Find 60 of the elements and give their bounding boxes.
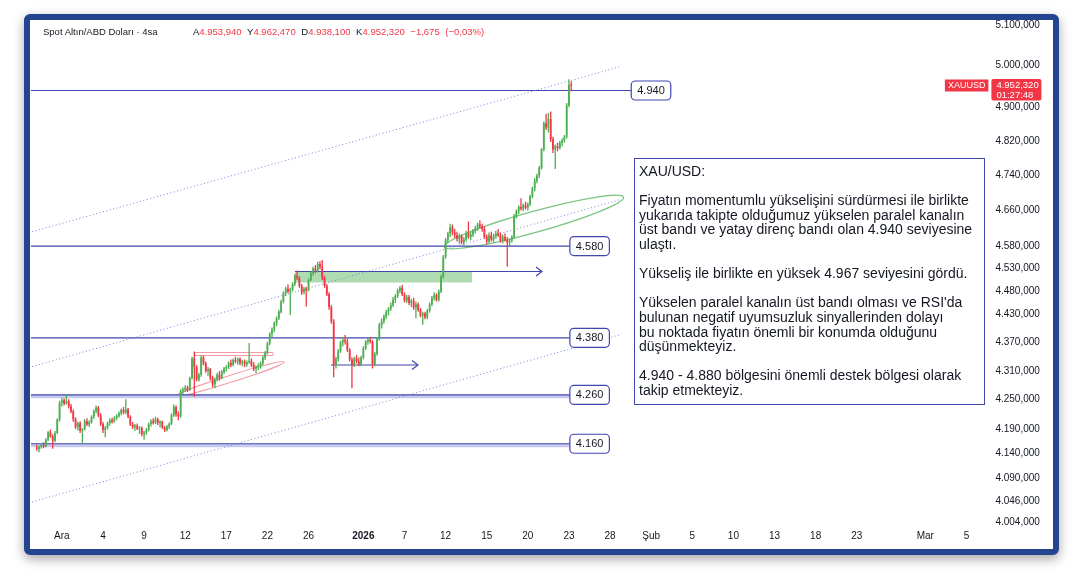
x-tick-label: 4 xyxy=(100,530,107,542)
candlestick xyxy=(207,367,209,376)
y-tick-label: 4.090,000 xyxy=(995,472,1041,484)
y-tick-label: 4.310,000 xyxy=(995,364,1041,376)
annotation: Yükselen paralel kanalın üst bandı olması ve RSI'da bulunan negatif uyumsuzluk sinyallerinden dolayı bu noktada fiyatın önemli bir konumda olduğunu düşünmekteyiz. xyxy=(639,294,963,355)
chart-subtitle: A4.953,940 Y4.962,470 D4.938,100 K4.952,320 −1,675 (−0,03%) xyxy=(193,26,485,37)
x-tick-label: 5 xyxy=(963,530,970,542)
x-tick-label: 9 xyxy=(141,530,148,542)
y-tick-label: 4.480,000 xyxy=(995,285,1041,297)
x-tick-label: 20 xyxy=(522,530,534,542)
y-tick-label: 4.370,000 xyxy=(995,336,1041,348)
ref-line-label: 4.940 xyxy=(637,84,665,97)
chart-title: Spot Altın/ABD Doları · 4sa xyxy=(43,26,158,37)
x-tick-label: Ara xyxy=(54,530,71,542)
x-tick-label: 12 xyxy=(179,530,192,542)
y-tick-label: 4.820,000 xyxy=(995,134,1041,146)
x-tick-label: 22 xyxy=(261,530,274,542)
annotation: XAUUSD xyxy=(947,80,986,91)
candlestick xyxy=(118,411,120,418)
x-tick-label: 26 xyxy=(302,530,315,542)
x-tick-label: 7 xyxy=(401,530,408,542)
text: 01:27:48 xyxy=(996,88,1034,100)
y-tick-label: 4.530,000 xyxy=(995,262,1041,274)
y-tick-label: 4.190,000 xyxy=(995,422,1041,434)
ref-line-label: 4.380 xyxy=(575,331,604,344)
x-tick-label: 10 xyxy=(727,530,740,542)
annotation: 4.940 - 4.880 bölgesini önemli destek bölgesi olarak takip etmekteyiz. xyxy=(639,367,962,398)
annotation: Fiyatın momentumlu yükselişini sürdürmesi ile birlikte yukarıda takipte olduğumuz yükselen paralel kanalın üst bandı ve yatay direnç bandı olan 4.940 seviyesine ulaştı. xyxy=(639,192,973,252)
x-tick-label: 5 xyxy=(689,530,696,542)
x-tick-label: 18 xyxy=(810,530,822,542)
y-tick-label: 4.430,000 xyxy=(995,308,1041,320)
y-tick-label: 5.100,000 xyxy=(995,18,1041,30)
x-tick-label: Mar xyxy=(916,530,935,542)
y-tick-label: 4.580,000 xyxy=(995,239,1041,251)
y-tick-label: 4.046,000 xyxy=(995,494,1041,506)
y-tick-label: 4.004,000 xyxy=(995,516,1041,528)
x-tick-label: 12 xyxy=(440,530,452,542)
x-tick-label: 23 xyxy=(851,530,863,542)
annotation: XAU/USD: xyxy=(639,163,706,179)
x-tick-label: 17 xyxy=(220,530,233,542)
text: 4.952,320 xyxy=(996,79,1039,91)
x-tick-label: 2026 xyxy=(352,530,375,542)
x-tick-label: 13 xyxy=(768,530,781,542)
y-tick-label: 4.660,000 xyxy=(995,204,1041,216)
x-tick-label: Şub xyxy=(642,530,661,542)
candlestick xyxy=(561,138,563,147)
y-tick-label: 4.900,000 xyxy=(995,100,1041,112)
candlestick xyxy=(383,314,385,324)
candlestick xyxy=(472,229,474,238)
y-tick-label: 4.140,000 xyxy=(995,447,1041,459)
y-tick-label: 4.740,000 xyxy=(995,169,1041,181)
y-tick-label: 4.250,000 xyxy=(995,393,1041,405)
ref-line-label: 4.580 xyxy=(575,239,604,252)
annotation: Yükseliş ile birlikte en yüksek 4.967 seviyesini gördü. xyxy=(639,265,968,282)
x-tick-label: 28 xyxy=(604,530,617,542)
x-tick-label: 23 xyxy=(563,530,575,542)
ref-line-label: 4.160 xyxy=(575,437,604,450)
x-tick-label: 15 xyxy=(481,530,493,542)
y-tick-label: 5.000,000 xyxy=(995,59,1041,71)
ref-line-label: 4.260 xyxy=(575,388,604,401)
